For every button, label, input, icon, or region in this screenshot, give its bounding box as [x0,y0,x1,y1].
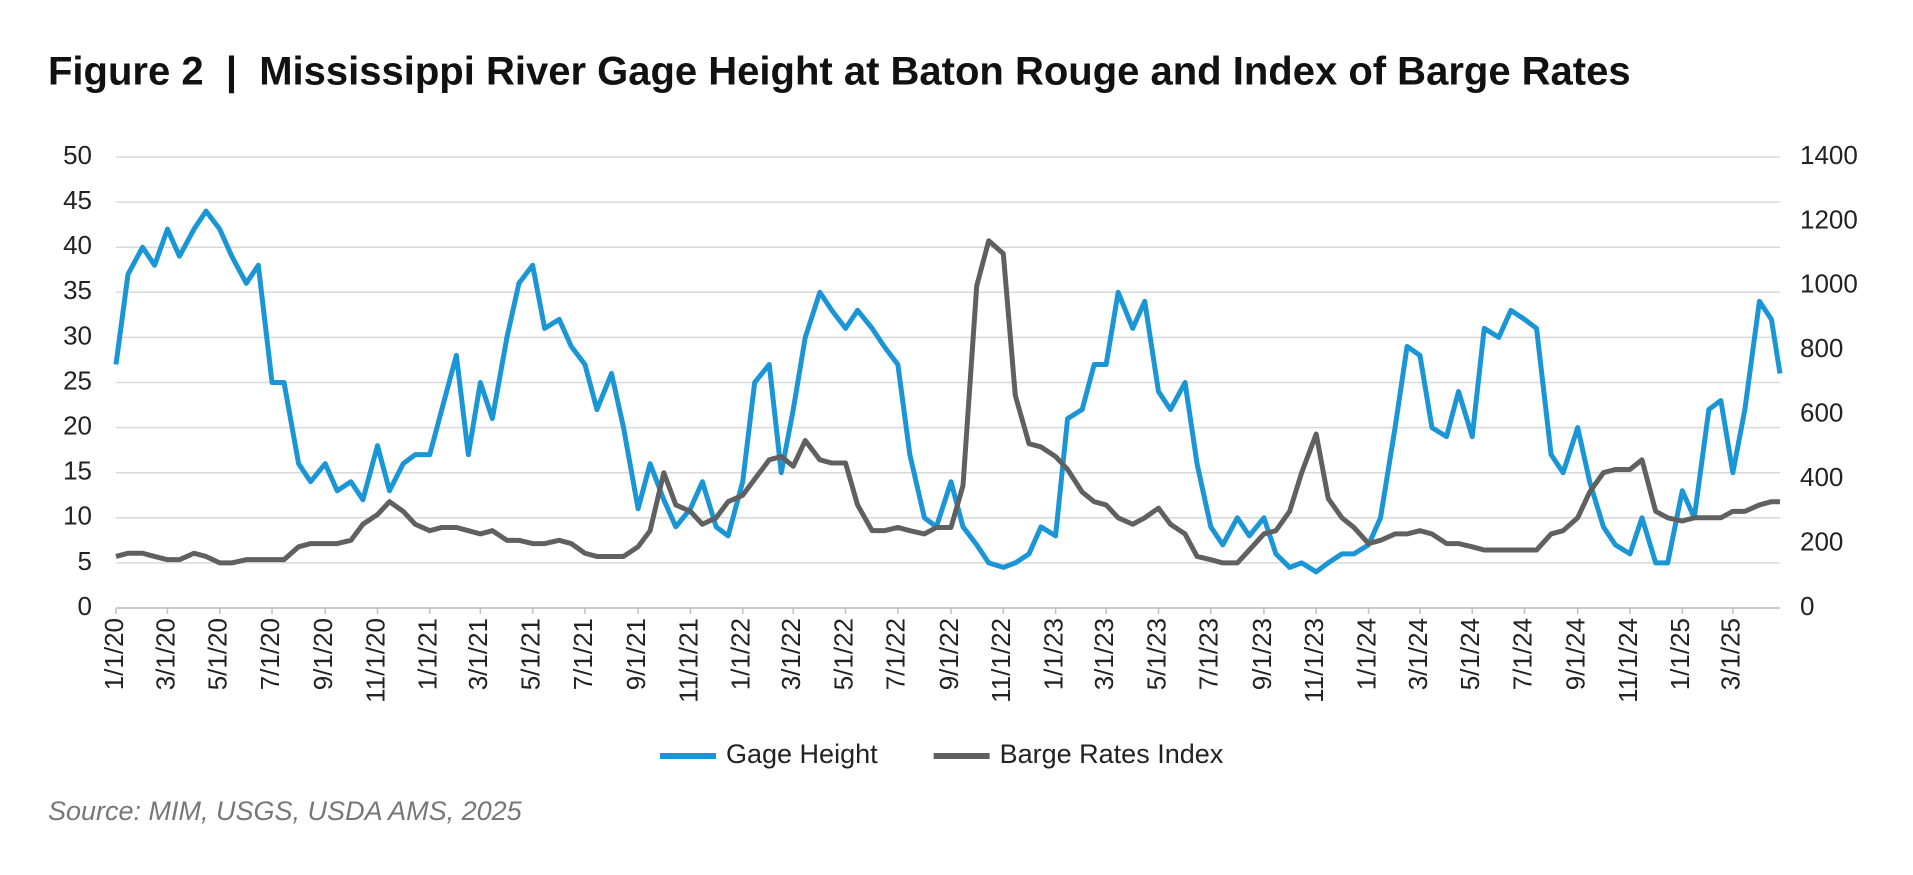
y-tick-label: 20 [63,410,92,440]
x-tick-label: 5/1/21 [516,618,546,690]
y2-tick-label: 0 [1800,591,1814,621]
x-tick-label: 1/1/22 [726,618,756,690]
x-tick-label: 11/1/24 [1613,618,1643,703]
legend-label: Gage Height [726,739,878,769]
y-tick-label: 50 [63,140,92,170]
x-tick-label: 1/1/24 [1351,618,1381,690]
x-tick-label: 7/1/20 [255,618,285,690]
y-tick-label: 25 [63,365,92,395]
x-tick-label: 3/1/25 [1716,618,1746,690]
y-tick-label: 15 [63,456,92,486]
x-tick-label: 11/1/23 [1299,618,1329,703]
chart-title: Figure 2 | Mississippi River Gage Height… [48,50,1631,94]
y-tick-label: 0 [78,591,92,621]
source-note: Source: MIM, USGS, USDA AMS, 2025 [48,796,523,826]
y-tick-label: 30 [63,320,92,350]
x-tick-label: 7/1/21 [568,618,598,690]
y2-tick-label: 200 [1800,526,1843,556]
x-tick-label: 1/1/20 [99,618,129,690]
x-tick-label: 9/1/23 [1247,618,1277,690]
x-tick-label: 7/1/24 [1507,618,1537,690]
x-tick-label: 9/1/20 [308,618,338,690]
x-tick-label: 11/1/21 [673,618,703,703]
x-tick-label: 5/1/22 [828,618,858,690]
x-tick-label: 3/1/23 [1089,618,1119,690]
y2-tick-label: 1400 [1800,140,1858,170]
x-tick-label: 9/1/24 [1561,618,1591,690]
x-tick-label: 3/1/22 [776,618,806,690]
x-tick-label: 3/1/24 [1403,618,1433,690]
series-line [115,238,1780,566]
series-line [113,208,1783,575]
x-tick-label: 11/1/20 [360,618,390,703]
y2-tick-label: 1000 [1800,269,1858,299]
x-tick-label: 1/1/25 [1665,618,1695,690]
x-tick-label: 1/1/23 [1038,618,1068,690]
y-tick-label: 40 [63,230,92,260]
y2-tick-label: 600 [1800,398,1843,428]
x-tick-label: 5/1/24 [1455,618,1485,690]
y2-tick-label: 400 [1800,462,1843,492]
y-tick-label: 10 [63,501,92,531]
x-tick-label: 5/1/20 [203,618,233,690]
y2-tick-label: 1200 [1800,204,1858,234]
y-tick-label: 45 [63,185,92,215]
x-tick-label: 3/1/20 [150,618,180,690]
x-tick-label: 11/1/22 [986,618,1016,703]
x-tick-label: 1/1/21 [413,618,443,690]
x-tick-label: 7/1/22 [881,618,911,690]
legend-label: Barge Rates Index [1000,739,1224,769]
y-tick-label: 5 [78,546,92,576]
x-tick-label: 9/1/22 [934,618,964,690]
x-tick-label: 9/1/21 [621,618,651,690]
x-tick-label: 5/1/23 [1141,618,1171,690]
y-tick-label: 35 [63,275,92,305]
x-tick-label: 3/1/21 [463,618,493,690]
y2-tick-label: 800 [1800,333,1843,363]
x-tick-label: 7/1/23 [1194,618,1224,690]
